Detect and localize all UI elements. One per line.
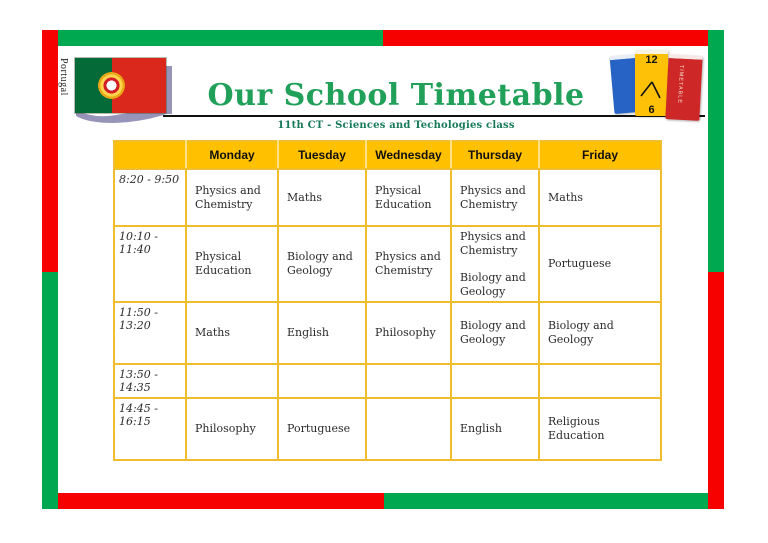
border-bottom-right-red-segment <box>708 493 724 509</box>
clock-book-icon: 12 6 <box>635 50 668 116</box>
subject-cell <box>365 363 452 399</box>
subject: Biology and Geology <box>548 319 614 346</box>
subject: Biology and Geology <box>287 250 353 277</box>
border-bottom-left-green-segment <box>42 493 58 509</box>
header-row: Monday Tuesday Wednesday Thursday Friday <box>113 140 662 170</box>
flag-shadow <box>165 66 172 114</box>
subject: Portuguese <box>548 257 612 270</box>
border-top-red-segment <box>383 30 708 46</box>
clock-hands-icon <box>640 81 661 99</box>
timetable-row: 13:50 - 14:35 <box>113 363 662 399</box>
subject: Maths <box>548 190 583 204</box>
subject-cell: Portuguese <box>277 397 367 461</box>
subject-cell: Physics and Chemistry <box>185 168 279 227</box>
subject-cell: Biology and Geology <box>277 225 367 303</box>
page-subtitle: 11th CT - Sciences and Techologies class <box>277 120 515 131</box>
portugal-label: Portugal <box>58 58 69 96</box>
subject: Philosophy <box>195 422 256 435</box>
timetable-row: 10:10 - 11:40 Physical Education Biology a… <box>113 225 662 303</box>
subject: Physics and Chemistry <box>460 229 526 257</box>
time-slot: 13:50 - 14:35 <box>113 363 187 399</box>
subject-cell: Philosophy <box>185 397 279 461</box>
timetable-row: 8:20 - 9:50 Physics and Chemistry Maths Phy… <box>113 168 662 227</box>
page-title: Our School Timetable <box>207 78 585 113</box>
border-right <box>708 46 724 493</box>
subject-cell: Physics and Chemistry <box>450 168 540 227</box>
column-header-friday: Friday <box>538 140 662 170</box>
subject-cell <box>365 397 452 461</box>
border-bottom-red-segment <box>58 493 384 509</box>
border-right-red-segment <box>708 272 724 493</box>
portugal-flag-icon <box>74 57 167 114</box>
subject-cell <box>538 363 662 399</box>
subject: Biology and Geology <box>460 270 526 298</box>
books-clock-icon: 12 6 TIMETABLE <box>609 46 704 121</box>
subject: Maths <box>287 190 322 204</box>
subject: Maths <box>195 326 230 339</box>
subject: Physics and Chemistry <box>375 250 441 277</box>
red-book-icon: TIMETABLE <box>665 54 703 121</box>
subject-cell <box>277 363 367 399</box>
time-slot: 10:10 - 11:40 <box>113 225 187 303</box>
subject: Portuguese <box>287 422 351 435</box>
timetable-row: 11:50 - 13:20 Maths English Philosophy Biolo… <box>113 301 662 365</box>
book-spine-text: TIMETABLE <box>676 64 685 105</box>
border-top-green-segment <box>58 30 383 46</box>
subject-cell: Philosophy <box>365 301 452 365</box>
subject-cell: Physical Education <box>185 225 279 303</box>
subject-cell: Portuguese <box>538 225 662 303</box>
time-slot: 8:20 - 9:50 <box>113 168 187 227</box>
subject: English <box>460 422 502 435</box>
border-right-green-segment <box>708 46 724 272</box>
border-left-red-segment <box>42 46 58 272</box>
timetable-body: 8:20 - 9:50 Physics and Chemistry Maths Phy… <box>113 168 662 461</box>
subject-cell: Religious Education <box>538 397 662 461</box>
subject: Biology and Geology <box>460 319 526 346</box>
subject: Religious Education <box>548 415 605 442</box>
subject-cell: Biology and Geology <box>450 301 540 365</box>
subject: English <box>287 326 329 339</box>
subject-cell <box>185 363 279 399</box>
subject-cell: English <box>277 301 367 365</box>
clock-number-12: 12 <box>645 54 658 66</box>
timetable: Monday Tuesday Wednesday Thursday Friday 8:2… <box>113 140 662 461</box>
subject-cell: Maths <box>277 168 367 227</box>
flag-armillary-emblem-icon <box>98 72 125 99</box>
subject-cell <box>450 363 540 399</box>
subject-cell: Physics and Chemistry Biology and Geology <box>450 225 540 303</box>
subject-cell: Physical Education <box>365 168 452 227</box>
border-bottom <box>42 493 724 509</box>
time-slot: 11:50 - 13:20 <box>113 301 187 365</box>
subject: Physics and Chemistry <box>195 183 261 211</box>
border-top <box>42 30 724 46</box>
subject-cell: Physics and Chemistry <box>365 225 452 303</box>
subject: Physical Education <box>195 250 252 277</box>
subject: Physical Education <box>375 183 432 211</box>
clock-number-6: 6 <box>648 104 655 116</box>
title-underline <box>163 115 705 117</box>
subject-cell: Maths <box>538 168 662 227</box>
border-left <box>42 46 58 493</box>
subject: Philosophy <box>375 326 436 339</box>
border-bottom-green-segment <box>384 493 708 509</box>
column-header-thursday: Thursday <box>450 140 540 170</box>
timetable-row: 14:45 - 16:15 Philosophy Portuguese English… <box>113 397 662 461</box>
subject-cell: Maths <box>185 301 279 365</box>
time-slot: 14:45 - 16:15 <box>113 397 187 461</box>
column-header-monday: Monday <box>185 140 279 170</box>
border-left-green-segment <box>42 272 58 493</box>
timetable-header-row: Monday Tuesday Wednesday Thursday Friday <box>113 140 662 170</box>
subject-cell: Biology and Geology <box>538 301 662 365</box>
corner-cell <box>113 140 187 170</box>
border-top-left-red-segment <box>42 30 58 46</box>
subject: Physics and Chemistry <box>460 183 526 211</box>
column-header-wednesday: Wednesday <box>365 140 452 170</box>
border-top-right-green-segment <box>708 30 724 46</box>
subject-cell: English <box>450 397 540 461</box>
column-header-tuesday: Tuesday <box>277 140 367 170</box>
